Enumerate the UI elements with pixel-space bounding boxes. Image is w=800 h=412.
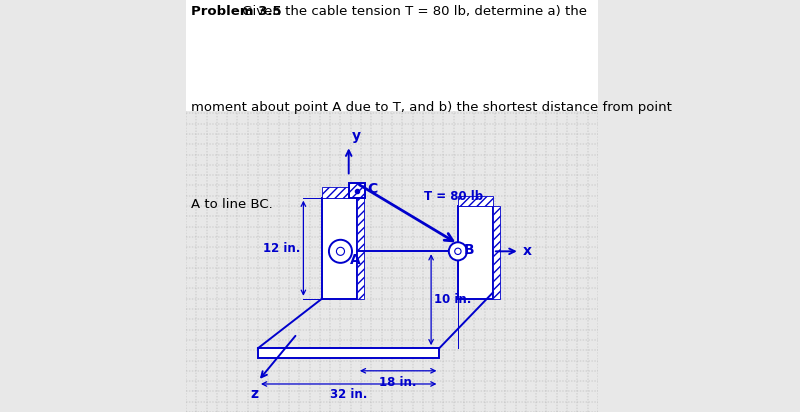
Text: moment about point A due to T, and b) the shortest distance from point: moment about point A due to T, and b) th…: [191, 101, 672, 115]
Text: 12 in.: 12 in.: [263, 242, 301, 255]
Bar: [322, 187, 357, 198]
Text: A to line BC.: A to line BC.: [191, 198, 273, 211]
Circle shape: [454, 248, 461, 255]
Text: 18 in.: 18 in.: [379, 376, 417, 389]
Text: z: z: [250, 387, 258, 401]
Bar: [349, 183, 365, 198]
Bar: [357, 198, 364, 299]
Bar: [322, 198, 357, 299]
Text: B: B: [464, 243, 474, 258]
Text: x: x: [523, 244, 532, 258]
Bar: [458, 206, 493, 299]
Text: 32 in.: 32 in.: [330, 388, 367, 401]
Text: Problem 3.5: Problem 3.5: [191, 5, 282, 18]
Text: - Given the cable tension T = 80 lb, determine a) the: - Given the cable tension T = 80 lb, det…: [230, 5, 587, 18]
Circle shape: [329, 240, 352, 263]
Text: A: A: [350, 253, 360, 267]
Text: T = 80 lb: T = 80 lb: [424, 190, 483, 203]
Text: y: y: [352, 129, 361, 143]
Bar: [349, 183, 365, 198]
Bar: [258, 348, 439, 358]
Bar: [186, 0, 598, 111]
Text: 10 in.: 10 in.: [434, 293, 472, 306]
Text: C: C: [367, 182, 378, 196]
Circle shape: [337, 247, 345, 255]
Circle shape: [449, 242, 467, 260]
Bar: [458, 196, 493, 206]
Bar: [493, 206, 500, 299]
